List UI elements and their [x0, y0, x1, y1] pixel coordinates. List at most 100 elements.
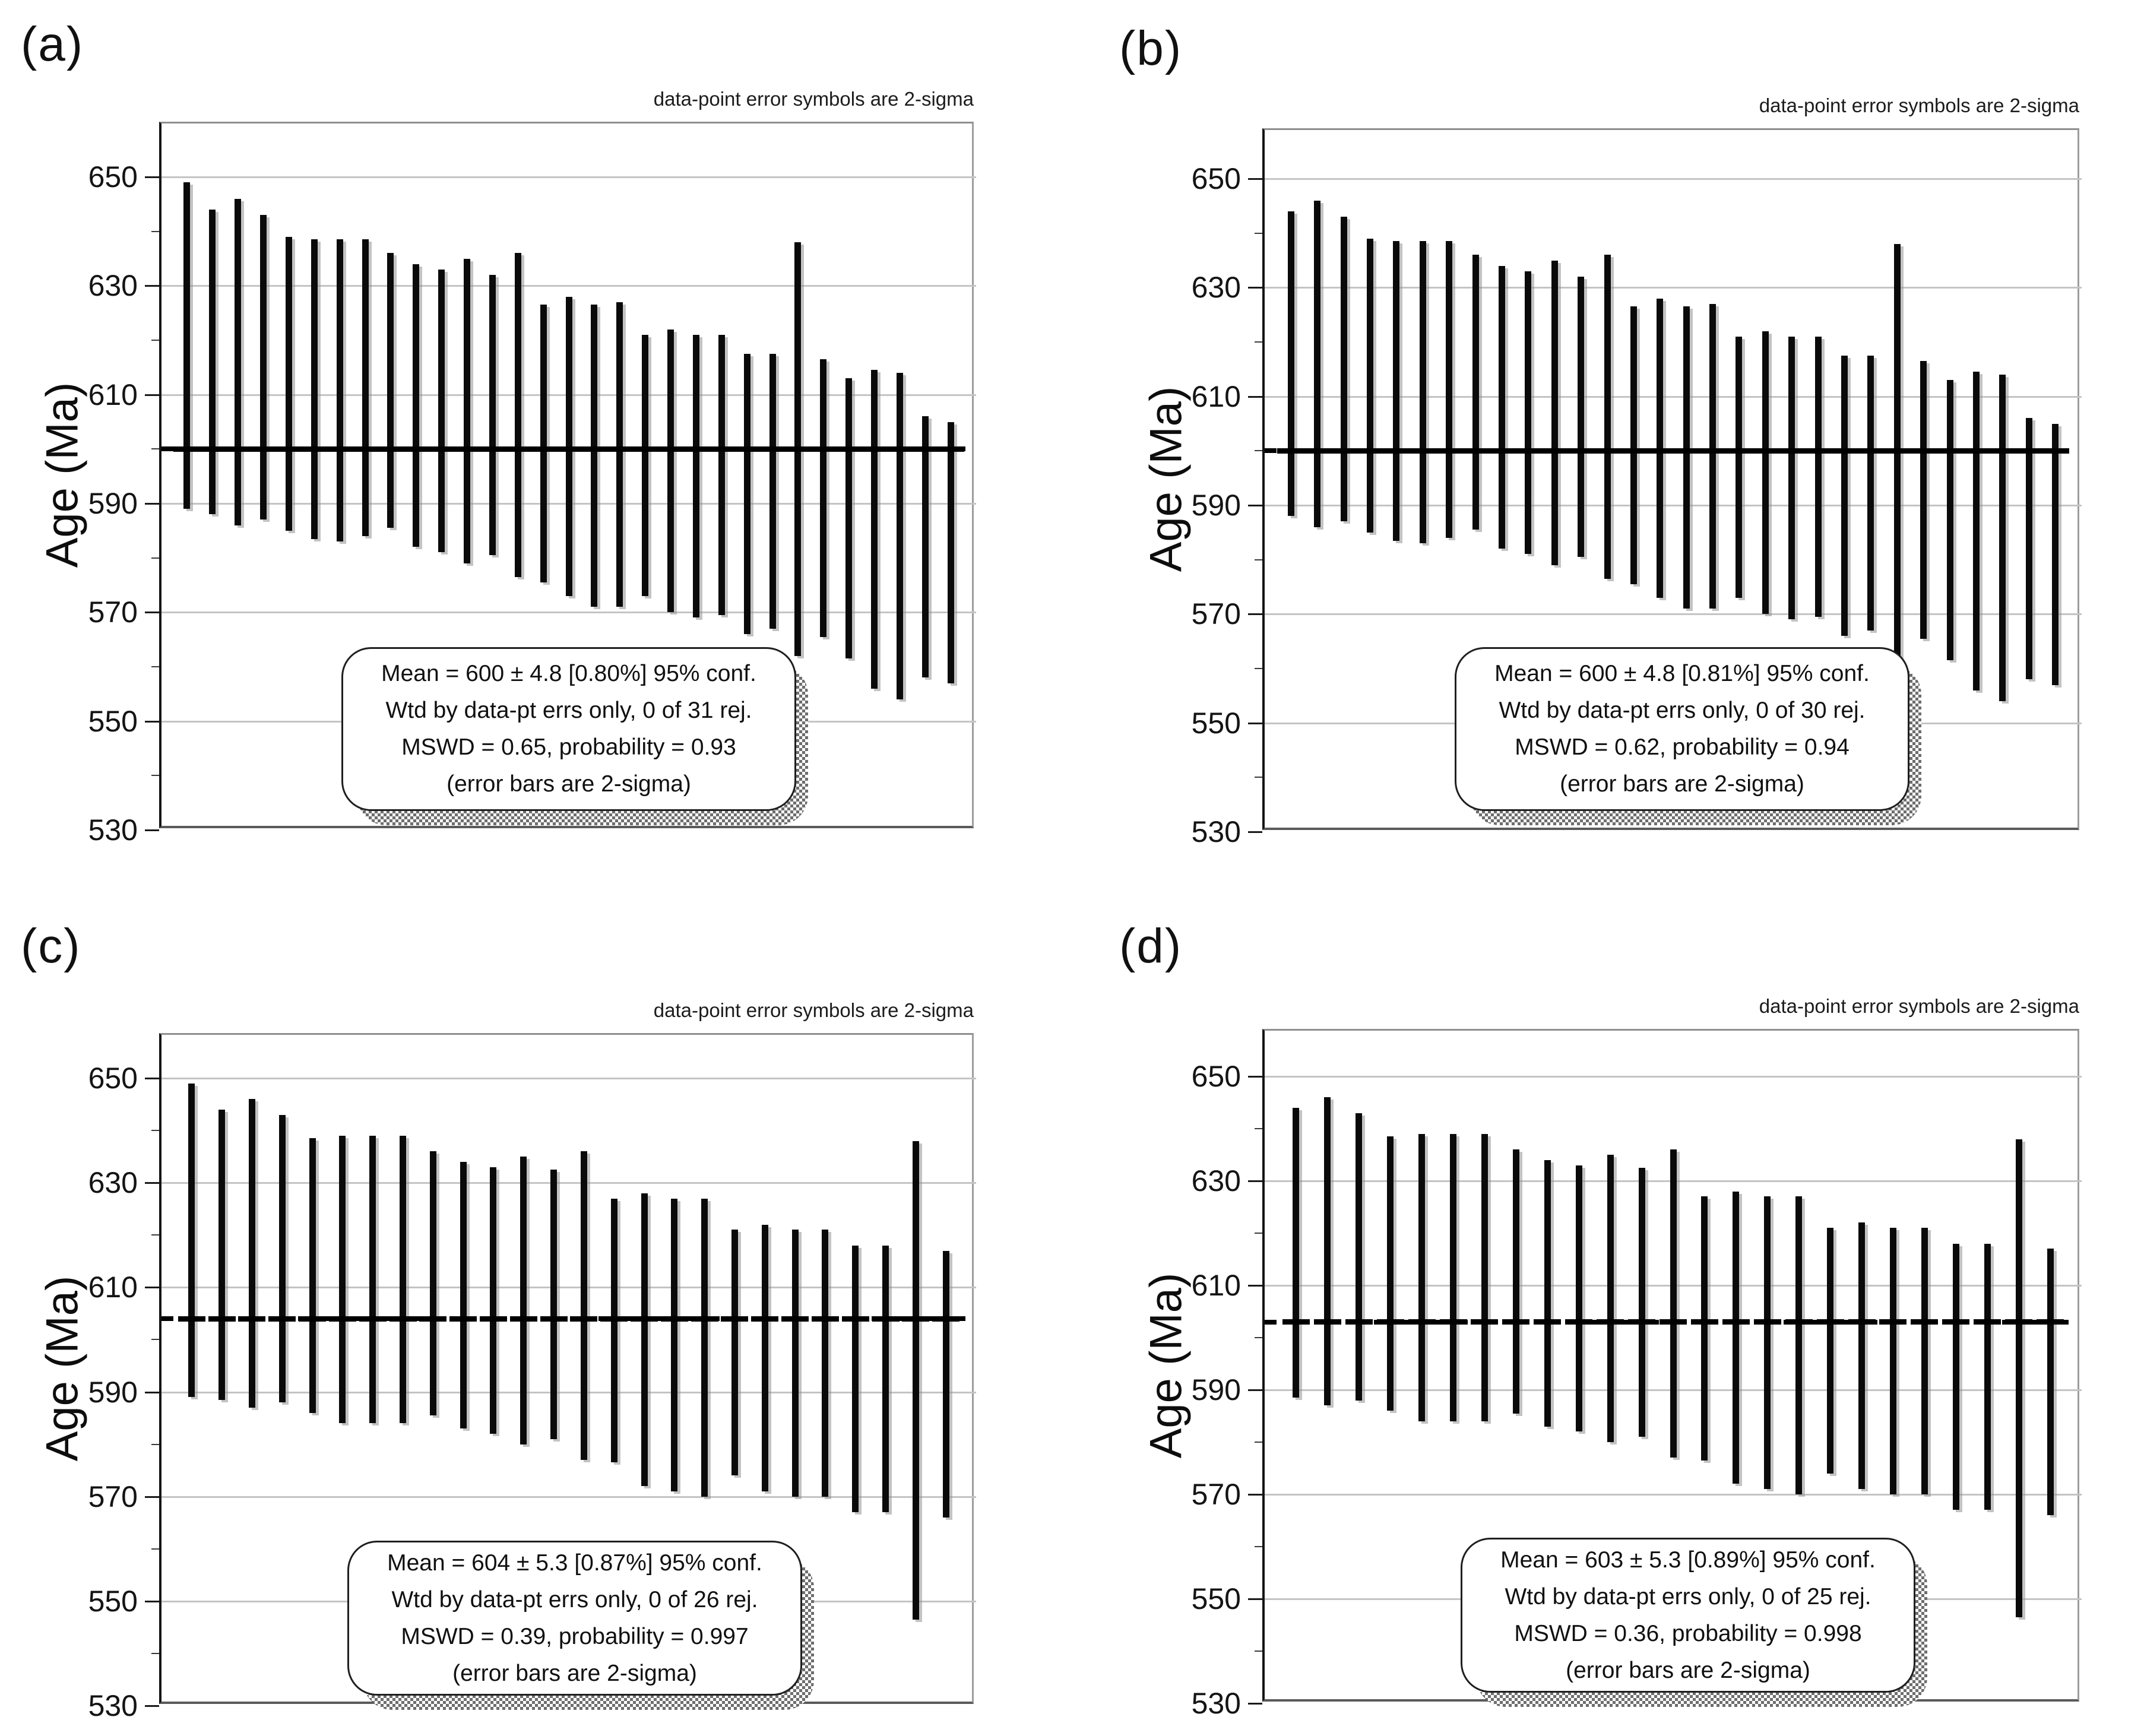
mean-tick: [1277, 448, 1305, 454]
mean-tick: [809, 446, 837, 452]
y-tick-label: 550: [1191, 706, 1241, 740]
stats-weighting: Wtd by data-pt errs only, 0 of 25 rej.: [1505, 1583, 1871, 1610]
error-bar: [1764, 1196, 1771, 1490]
stats-box-body: Mean = 603 ± 5.3 [0.89%] 95% conf. Wtd b…: [1461, 1538, 1915, 1693]
mean-tick: [733, 446, 761, 452]
mean-tick: [835, 446, 863, 452]
mean-tick: [1646, 448, 1674, 454]
mean-tick: [1753, 1319, 1781, 1325]
y-tick-label: 630: [1191, 271, 1241, 305]
error-bar: [896, 373, 903, 699]
error-bar: [490, 1167, 497, 1434]
error-bar: [616, 302, 623, 607]
mean-tick: [1883, 448, 1911, 454]
mean-tick: [1722, 1319, 1750, 1325]
mean-tick: [1488, 448, 1516, 454]
mean-tick: [1408, 1319, 1436, 1325]
error-bar: [1827, 1228, 1834, 1474]
mean-tick: [268, 1316, 296, 1322]
error-bar: [1419, 241, 1426, 544]
mean-tick: [631, 1316, 658, 1322]
mean-tick: [479, 446, 506, 452]
y-tick-label: 630: [88, 1166, 138, 1200]
error-bar: [514, 253, 521, 577]
error-bar: [667, 329, 674, 613]
gridline-650: [1265, 1076, 2082, 1078]
mean-tick: [1435, 448, 1463, 454]
stats-box: Mean = 604 ± 5.3 [0.87%] 95% conf. Wtd b…: [347, 1541, 814, 1710]
gridline-650: [161, 1078, 976, 1079]
y-tick-major: [145, 612, 159, 614]
error-bar: [278, 1114, 286, 1403]
error-bar: [1450, 1133, 1457, 1421]
error-bar: [1683, 306, 1690, 609]
mean-tick: [2015, 448, 2043, 454]
error-bar: [1701, 1196, 1708, 1461]
mean-tick: [1514, 448, 1542, 454]
y-tick-minor: [151, 557, 159, 559]
error-bar: [464, 258, 470, 563]
error-bar: [1984, 1243, 1991, 1510]
y-tick-major: [145, 176, 159, 178]
mean-tick: [721, 1316, 749, 1322]
mean-tick: [540, 1316, 568, 1322]
error-bar: [309, 1138, 316, 1413]
error-bar: [1867, 355, 1874, 631]
y-tick-major: [1248, 1703, 1262, 1705]
stats-mswd: MSWD = 0.62, probability = 0.94: [1515, 734, 1850, 760]
error-bar: [1709, 303, 1717, 609]
y-tick-label: 590: [1191, 489, 1241, 522]
y-tick-label: 530: [1191, 815, 1241, 848]
mean-tick: [1330, 448, 1358, 454]
stats-mswd: MSWD = 0.65, probability = 0.93: [401, 734, 736, 760]
error-bar: [1340, 217, 1347, 522]
mean-tick: [841, 1316, 869, 1322]
panel-a: (a) data-point error symbols are 2-sigma…: [0, 0, 1072, 868]
error-bar: [1287, 211, 1294, 517]
mean-tick: [1471, 1319, 1499, 1325]
error-bar: [1607, 1155, 1614, 1442]
mean-tick: [606, 446, 634, 452]
mean-tick: [781, 1316, 809, 1322]
error-bar: [438, 269, 445, 553]
mean-tick: [660, 1316, 688, 1322]
error-bar: [400, 1135, 407, 1424]
panel-b: (b) data-point error symbols are 2-sigma…: [1072, 0, 2144, 868]
error-bar: [1324, 1097, 1331, 1406]
gridline-630: [1265, 287, 2082, 289]
error-bar: [1604, 255, 1611, 579]
error-bar: [362, 239, 369, 536]
error-bar: [248, 1099, 255, 1408]
error-bar: [822, 1230, 829, 1497]
y-tick-label: 550: [1191, 1582, 1241, 1615]
y-tick-major: [145, 1600, 159, 1602]
mean-tick: [299, 1316, 327, 1322]
error-bar: [820, 359, 827, 637]
error-bar: [1972, 372, 1980, 690]
mean-tick: [453, 446, 481, 452]
y-tick-minor: [1255, 668, 1262, 669]
error-bar: [743, 353, 750, 634]
y-tick-label: 650: [1191, 162, 1241, 195]
mean-tick: [351, 446, 379, 452]
y-tick-major: [1248, 831, 1262, 833]
mean-line: [161, 1316, 976, 1322]
error-bar: [387, 253, 394, 528]
error-bar: [550, 1170, 558, 1439]
y-tick-label: 530: [88, 1689, 138, 1722]
error-bar: [489, 275, 496, 556]
y-tick-major: [1248, 505, 1262, 506]
mean-tick: [2005, 1319, 2033, 1325]
mean-tick: [570, 1316, 598, 1322]
error-bar: [791, 1230, 799, 1497]
y-tick-label: 610: [88, 378, 138, 411]
error-bar: [1393, 241, 1400, 541]
mean-tick: [1962, 448, 1990, 454]
error-bar: [1921, 1228, 1928, 1494]
error-bar: [1551, 260, 1558, 565]
error-bar: [1481, 1133, 1488, 1421]
y-tick-minor: [1255, 559, 1262, 560]
mean-tick: [784, 446, 812, 452]
mean-tick: [911, 446, 939, 452]
y-tick-major: [145, 503, 159, 505]
